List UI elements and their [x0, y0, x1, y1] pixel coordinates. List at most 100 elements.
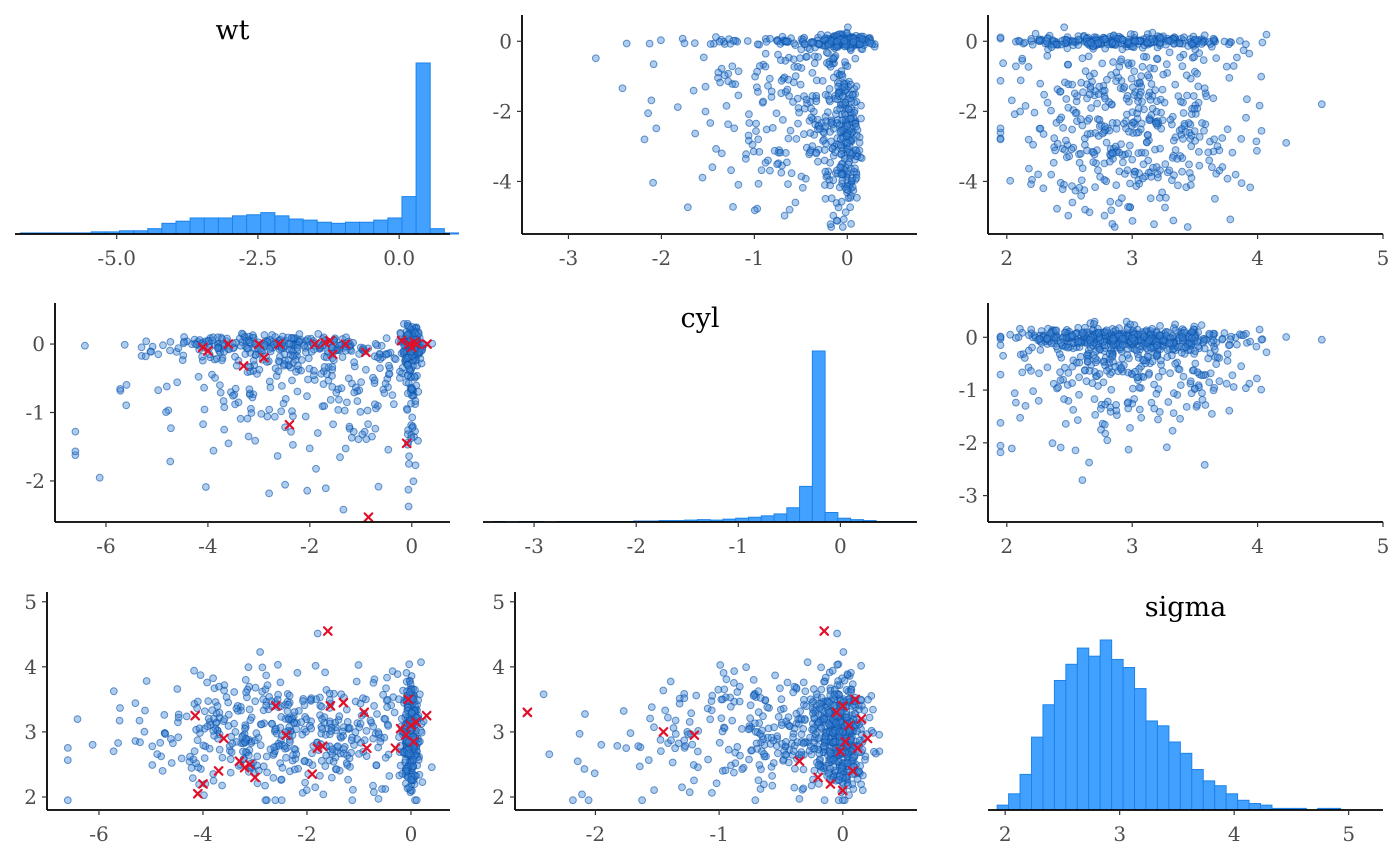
draw-point — [1168, 176, 1176, 185]
histogram-bar — [1111, 658, 1124, 811]
draw-point — [792, 135, 801, 143]
draw-point — [759, 712, 767, 721]
draw-point — [326, 396, 335, 404]
draw-point — [339, 505, 348, 514]
draw-point — [1020, 38, 1029, 47]
draw-point — [1137, 82, 1146, 91]
draw-point — [1190, 127, 1199, 136]
draw-point — [380, 389, 389, 398]
draw-point — [369, 734, 378, 743]
draw-point — [339, 749, 348, 758]
x-tick-label: 0 — [836, 822, 849, 846]
draw-point — [767, 733, 776, 742]
draw-point — [1129, 384, 1137, 393]
draw-point — [1036, 79, 1045, 88]
draw-point — [843, 62, 852, 71]
histogram-bar — [274, 215, 290, 235]
draw-point — [865, 713, 874, 722]
draw-point — [701, 82, 710, 91]
draw-point — [1204, 148, 1213, 157]
draw-point — [1200, 337, 1208, 345]
draw-point — [1156, 322, 1164, 330]
draw-point — [799, 678, 808, 687]
draw-point — [772, 109, 781, 118]
draw-point — [226, 755, 235, 764]
draw-point — [369, 679, 378, 687]
draw-point — [1024, 346, 1033, 355]
draw-point — [383, 673, 391, 682]
draw-point — [1228, 148, 1237, 157]
draw-point — [1176, 97, 1185, 106]
draw-point — [657, 36, 665, 45]
draw-point — [195, 724, 204, 733]
draw-point — [826, 220, 835, 229]
draw-point — [1053, 139, 1062, 148]
histogram-bar — [189, 217, 205, 235]
draw-point — [730, 768, 738, 777]
draw-point — [840, 83, 848, 91]
y-tick-label: -4 — [959, 169, 978, 193]
draw-point — [1182, 403, 1191, 411]
draw-point — [301, 778, 310, 787]
draw-point — [241, 724, 249, 733]
draw-point — [1091, 354, 1100, 363]
divergent-draw-marker — [213, 766, 224, 776]
histogram-bar — [1065, 663, 1078, 811]
draw-point — [1068, 125, 1076, 134]
draw-point — [751, 796, 760, 805]
draw-point — [1208, 410, 1216, 418]
draw-point — [218, 356, 226, 365]
histogram-bar — [824, 512, 839, 523]
draw-point — [388, 667, 397, 675]
x-tick-label: -1 — [709, 822, 728, 846]
x-tick-label: 4 — [1251, 534, 1264, 558]
draw-point — [162, 382, 171, 391]
y-tick-label: 5 — [492, 590, 505, 614]
draw-point — [1253, 146, 1261, 155]
draw-point — [704, 755, 712, 764]
draw-point — [1171, 146, 1180, 154]
draw-point — [766, 166, 774, 175]
draw-point — [173, 378, 182, 387]
draw-point — [310, 366, 318, 375]
draw-point — [339, 732, 348, 740]
draw-point — [707, 706, 716, 715]
draw-point — [753, 67, 761, 76]
x-tick-label: -3 — [559, 246, 578, 270]
draw-point — [752, 127, 760, 136]
draw-point — [1231, 170, 1240, 179]
draw-point — [1178, 333, 1187, 342]
draw-point — [1146, 95, 1155, 104]
draw-point — [1199, 56, 1208, 64]
draw-point — [808, 142, 817, 151]
draw-point — [199, 420, 208, 429]
draw-point — [1220, 37, 1229, 46]
draw-point — [1047, 339, 1056, 348]
draw-point — [1132, 346, 1141, 355]
draw-point — [263, 768, 272, 777]
draw-point — [777, 695, 786, 704]
draw-point — [166, 346, 174, 355]
draw-point — [784, 75, 793, 84]
draw-point — [200, 754, 209, 762]
x-tick-label: 4 — [1228, 822, 1241, 846]
draw-point — [245, 385, 254, 394]
draw-point — [284, 700, 293, 709]
draw-point — [622, 744, 631, 752]
draw-point — [1181, 343, 1190, 352]
draw-point — [1176, 381, 1185, 390]
draw-point — [1068, 379, 1076, 388]
draw-point — [234, 398, 243, 407]
y-tick-label: 0 — [965, 29, 978, 53]
draw-point — [1103, 75, 1111, 84]
draw-point — [265, 345, 274, 353]
y-tick-label: 2 — [492, 785, 505, 809]
draw-point — [1068, 80, 1077, 89]
draw-point — [827, 194, 836, 203]
draw-point — [405, 460, 413, 468]
draw-point — [1204, 354, 1213, 363]
draw-point — [1076, 149, 1085, 158]
draw-point — [316, 771, 324, 780]
y-tick-label: -1 — [959, 378, 978, 402]
histogram-bar — [1191, 769, 1204, 811]
